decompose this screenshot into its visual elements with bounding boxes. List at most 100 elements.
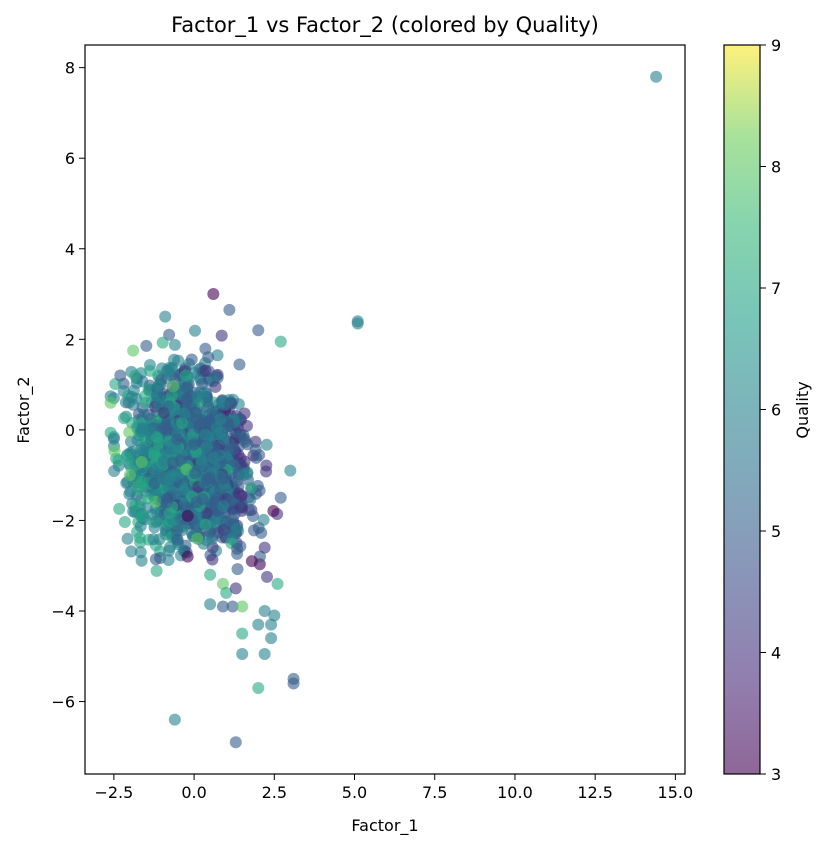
- cluster-point: [260, 570, 273, 583]
- cluster-point: [127, 384, 140, 397]
- cluster-point: [144, 364, 157, 377]
- cluster-point: [136, 445, 149, 458]
- x-tick-label: 5.0: [342, 783, 367, 802]
- colorbar-gradient: [724, 45, 760, 774]
- cluster-point: [134, 546, 147, 559]
- cluster-point: [171, 433, 184, 446]
- cluster-point: [199, 518, 212, 531]
- cluster-point: [141, 492, 154, 505]
- data-point: [258, 648, 271, 661]
- x-axis: −2.5 0.0 2.5 5.0 7.5 10.0 12.5 15.0: [94, 774, 693, 802]
- cluster-point: [225, 396, 238, 409]
- colorbar-tick-label: 6: [771, 401, 781, 420]
- cluster-point: [187, 438, 200, 451]
- data-point: [181, 509, 194, 522]
- cluster-point: [234, 429, 247, 442]
- y-tick-label: −6: [51, 693, 75, 712]
- cluster-point: [150, 564, 163, 577]
- cluster-point: [200, 441, 213, 454]
- cluster-point: [249, 443, 262, 456]
- cluster-point: [200, 534, 213, 547]
- x-tick-label: 2.5: [262, 783, 287, 802]
- cluster-point: [123, 426, 136, 439]
- cluster-point: [168, 403, 181, 416]
- cluster-point: [247, 524, 260, 537]
- cluster-point: [214, 413, 227, 426]
- data-point: [220, 586, 233, 599]
- cluster-point: [232, 487, 245, 500]
- cluster-point: [118, 515, 131, 528]
- cluster-point: [188, 324, 201, 337]
- x-tick-label: 0.0: [181, 783, 206, 802]
- y-tick-label: 4: [65, 240, 75, 259]
- colorbar-tick-label: 4: [771, 644, 781, 663]
- cluster-point: [108, 445, 121, 458]
- cluster-point: [215, 329, 228, 342]
- data-point: [191, 532, 204, 545]
- colorbar-tick-label: 7: [771, 279, 781, 298]
- cluster-point: [129, 369, 142, 382]
- data-point: [351, 317, 364, 330]
- cluster-point: [233, 358, 246, 371]
- cluster-point: [162, 554, 175, 567]
- cluster-point: [147, 533, 160, 546]
- colorbar-ticks: 3 4 5 6 7 8 9: [760, 36, 781, 784]
- colorbar-tick-label: 8: [771, 158, 781, 177]
- x-tick-label: 10.0: [497, 783, 533, 802]
- y-axis: −6 −4 −2 0 2 4 6 8: [51, 59, 85, 712]
- cluster-point: [163, 490, 176, 503]
- cluster-point: [189, 467, 202, 480]
- cluster-point: [200, 394, 213, 407]
- data-point: [284, 464, 297, 477]
- data-point: [159, 310, 172, 323]
- plot-frame: [84, 44, 686, 775]
- cluster-point: [113, 502, 126, 515]
- cluster-point: [260, 438, 273, 451]
- cluster-point: [179, 369, 192, 382]
- data-point: [245, 555, 258, 568]
- y-tick-label: 0: [65, 421, 75, 440]
- data-point: [650, 70, 663, 83]
- data-point: [120, 451, 133, 464]
- data-point: [107, 432, 120, 445]
- cluster-point: [148, 477, 161, 490]
- x-tick-label: 12.5: [577, 783, 613, 802]
- cluster-point: [163, 544, 176, 557]
- cluster-point: [168, 338, 181, 351]
- cluster-point: [195, 458, 208, 471]
- cluster-point: [231, 563, 244, 576]
- cluster-point: [135, 456, 148, 469]
- data-point: [271, 577, 284, 590]
- cluster-point: [157, 421, 170, 434]
- y-tick-label: −2: [51, 511, 75, 530]
- cluster-point: [203, 471, 216, 484]
- cluster-point: [171, 533, 184, 546]
- data-point: [127, 344, 140, 357]
- data-point: [229, 582, 242, 595]
- cluster-point: [123, 488, 136, 501]
- cluster-point: [133, 531, 146, 544]
- y-axis-label: Factor_2: [14, 376, 34, 443]
- cluster-point: [199, 364, 212, 377]
- cluster-point: [152, 379, 165, 392]
- points-layer: [104, 70, 663, 749]
- data-point: [265, 632, 278, 645]
- cluster-point: [260, 465, 273, 478]
- data-point: [236, 627, 249, 640]
- cluster-point: [139, 396, 152, 409]
- cluster-point: [178, 407, 191, 420]
- cluster-point: [245, 481, 258, 494]
- cluster-point: [180, 393, 193, 406]
- colorbar-label: Quality: [793, 381, 812, 438]
- cluster-point: [214, 426, 227, 439]
- colorbar-tick-label: 3: [771, 765, 781, 784]
- cluster-point: [129, 498, 142, 511]
- data-point: [123, 469, 136, 482]
- data-point: [287, 677, 300, 690]
- cluster-point: [227, 442, 240, 455]
- cluster-point: [190, 390, 203, 403]
- cluster-point: [176, 417, 189, 430]
- data-point: [204, 598, 217, 611]
- cluster-point: [140, 339, 153, 352]
